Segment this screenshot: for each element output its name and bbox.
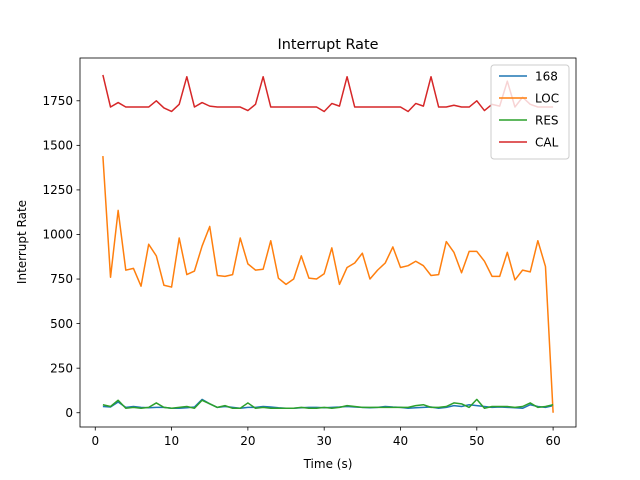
series-lines [102,74,554,413]
x-tick-label: 40 [393,434,408,448]
series-line-loc [102,155,554,413]
y-tick-label: 1000 [42,228,73,242]
y-axis-title: Interrupt Rate [15,200,29,284]
y-tick-label: 250 [50,361,73,375]
series-line-res [102,398,554,410]
plot-frame [79,57,577,428]
y-tick-label: 1500 [42,139,73,153]
legend-box [490,64,570,160]
legend-label-res: RES [535,114,559,128]
x-axis-title: Time (s) [303,457,353,471]
y-tick-label: 750 [50,272,73,286]
y-tick-label: 500 [50,317,73,331]
legend: 168 LOC RES CAL [490,64,570,160]
x-tick-label: 20 [240,434,255,448]
legend-label-cal: CAL [535,136,559,150]
series-line-cal [102,74,554,113]
x-tick-label: 50 [469,434,484,448]
y-tick-label: 0 [65,406,73,420]
axis-ticks: 0 10 20 30 40 50 60 0 250 500 750 1000 1250 1500 1750 [42,94,560,448]
legend-label-168: 168 [535,70,558,84]
x-tick-label: 30 [317,434,332,448]
x-tick-label: 10 [164,434,179,448]
chart-title: Interrupt Rate [278,37,379,53]
x-tick-label: 0 [91,434,99,448]
y-tick-label: 1750 [42,94,73,108]
legend-label-loc: LOC [535,92,559,106]
x-tick-label: 60 [545,434,560,448]
y-tick-label: 1250 [42,183,73,197]
